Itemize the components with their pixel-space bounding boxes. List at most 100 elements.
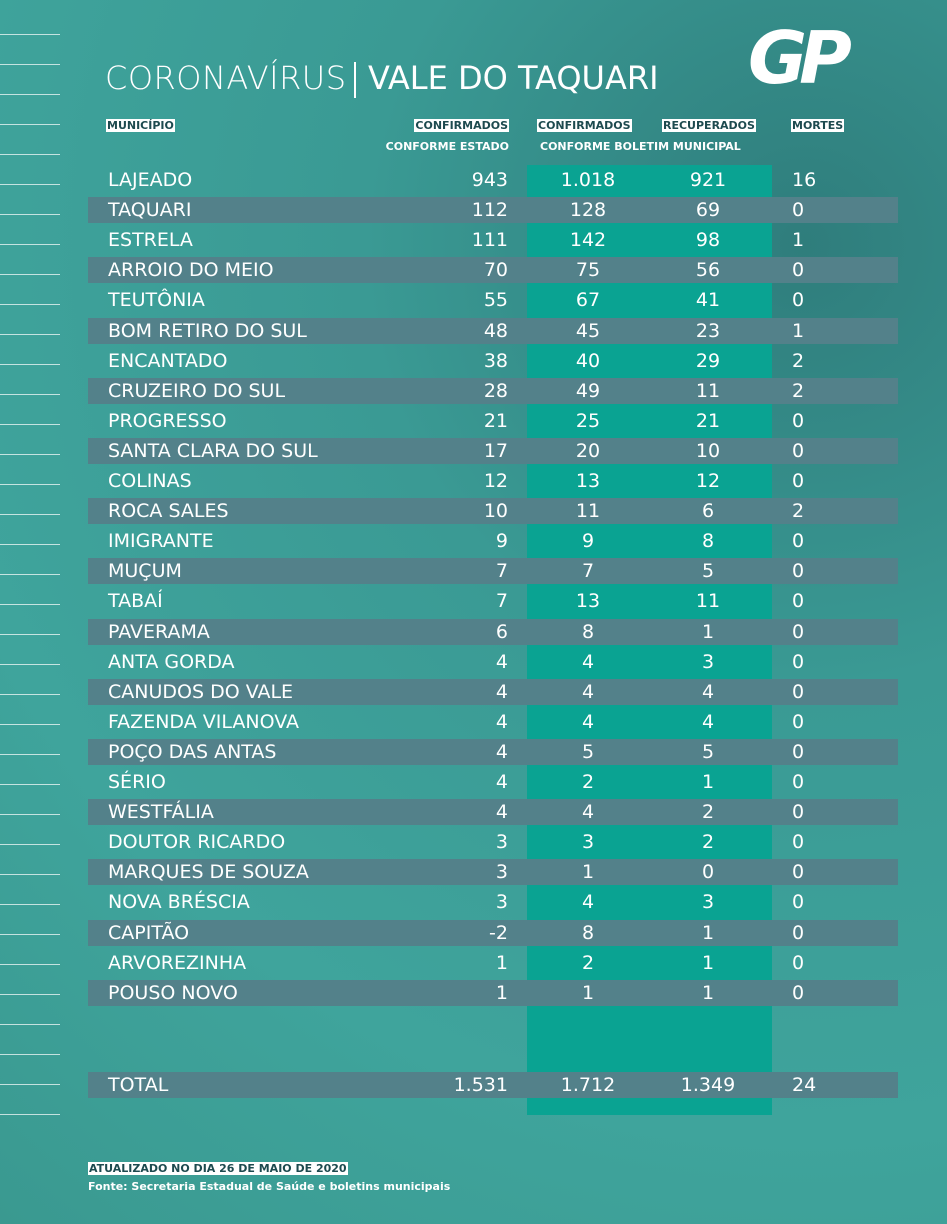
cell-value: 3 (495, 891, 508, 914)
cell-value: 4 (495, 771, 508, 793)
cell-value: 0 (792, 409, 805, 432)
cell-name: ANTA GORDA (108, 650, 235, 673)
cell-value: 7 (581, 560, 595, 583)
cell-value: 921 (689, 169, 727, 191)
cell-value: 3 (701, 650, 715, 673)
cell-value: 1 (701, 921, 715, 944)
cell-value: 0 (792, 620, 805, 643)
cell-value: 4 (495, 650, 508, 673)
row-band (88, 377, 898, 404)
row-band (88, 197, 898, 224)
cell-value: 142 (569, 229, 607, 252)
cell-value: 0 (792, 981, 805, 1004)
row-band (88, 437, 898, 464)
cell-value: 4 (495, 710, 508, 733)
cell-value: 4 (495, 680, 508, 703)
cell-value: 0 (792, 831, 805, 854)
cell-value: 1 (495, 951, 508, 974)
cell-value: 9 (581, 530, 595, 553)
cell-name: SANTA CLARA DO SUL (108, 439, 318, 462)
cell-value: 4 (495, 801, 508, 824)
cell-name: TABAÍ (108, 590, 163, 613)
cell-value: 23 (695, 319, 721, 342)
cell-value: 16 (792, 169, 817, 191)
cell-value: 0 (792, 590, 805, 613)
column-header: CONFIRMADOS (414, 119, 509, 132)
cell-value: 0 (792, 289, 805, 312)
cell-name: POUSO NOVO (108, 981, 238, 1004)
cell-name: TEUTÔNIA (108, 289, 205, 312)
cell-name: NOVA BRÉSCIA (108, 891, 250, 914)
cell-value: 0 (792, 650, 805, 673)
cell-value: 5 (701, 560, 715, 583)
cell-value: -2 (489, 921, 508, 944)
cell-value: 6 (701, 500, 715, 523)
cell-value: 1 (701, 951, 715, 974)
cell-value: 10 (483, 500, 508, 523)
cell-value: 2 (701, 831, 715, 854)
cell-value: 2 (792, 379, 805, 402)
cell-name: TOTAL (108, 1074, 169, 1096)
cell-value: 4 (495, 740, 508, 763)
cell-value: 1 (701, 771, 715, 793)
cell-value: 69 (695, 199, 721, 222)
cell-value: 11 (695, 590, 721, 613)
logo: GP (748, 16, 852, 100)
cell-value: 24 (792, 1074, 817, 1096)
cell-value: 0 (792, 891, 805, 914)
cell-value: 1 (581, 981, 595, 1004)
cell-value: 4 (581, 710, 595, 733)
cell-value: 4 (701, 680, 715, 703)
cell-value: 112 (471, 199, 508, 222)
cell-value: 1.531 (453, 1074, 508, 1096)
cell-name: IMIGRANTE (108, 530, 214, 553)
cell-value: 5 (701, 740, 715, 763)
cell-value: 0 (792, 199, 805, 222)
cell-name: DOUTOR RICARDO (108, 831, 286, 854)
cell-name: PAVERAMA (108, 620, 210, 643)
cell-name: FAZENDA VILANOVA (108, 710, 299, 733)
cell-value: 29 (695, 349, 721, 372)
row-band (88, 859, 898, 886)
cell-name: BOM RETIRO DO SUL (108, 319, 307, 342)
column-subheader: CONFORME ESTADO (385, 140, 509, 153)
cell-name: MARQUES DE SOUZA (108, 861, 309, 884)
cell-name: ARROIO DO MEIO (108, 259, 274, 282)
cell-value: 3 (495, 861, 508, 884)
cell-name: ESTRELA (108, 229, 193, 252)
cell-name: LAJEADO (108, 169, 193, 191)
cell-value: 11 (575, 500, 601, 523)
cell-value: 0 (792, 801, 805, 824)
cell-name: ARVOREZINHA (108, 951, 247, 974)
row-band (88, 317, 898, 344)
title-light: CORONAVÍRUS (105, 59, 347, 97)
row-band (88, 1072, 898, 1098)
cell-value: 48 (483, 319, 508, 342)
cell-value: 1 (581, 861, 595, 884)
cell-value: 7 (495, 560, 508, 583)
cell-value: 0 (792, 740, 805, 763)
cell-value: 4 (581, 680, 595, 703)
cell-value: 2 (581, 771, 595, 793)
cell-value: 41 (695, 289, 721, 312)
cell-value: 75 (575, 259, 601, 282)
cell-value: 12 (695, 470, 721, 492)
cell-value: 40 (575, 349, 601, 372)
cell-value: 55 (483, 289, 508, 312)
cell-value: 0 (792, 470, 805, 492)
cell-name: WESTFÁLIA (108, 801, 214, 824)
title-separator (354, 62, 356, 98)
cell-value: 1 (792, 319, 805, 342)
cell-value: 943 (471, 169, 508, 191)
cell-value: 7 (495, 590, 508, 613)
cell-value: 56 (695, 259, 721, 282)
row-band (88, 738, 898, 765)
cell-value: 0 (792, 921, 805, 944)
row-band (88, 257, 898, 284)
cell-value: 13 (575, 590, 601, 613)
row-band (88, 678, 898, 705)
cell-value: 49 (575, 379, 601, 402)
cell-value: 25 (575, 409, 601, 432)
cell-value: 5 (581, 740, 595, 763)
cell-value: 2 (792, 349, 805, 372)
